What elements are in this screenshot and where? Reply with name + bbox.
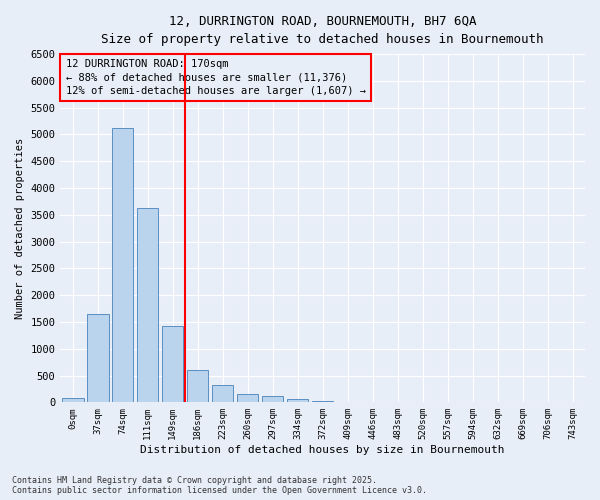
Bar bbox=[112, 128, 133, 402]
Bar bbox=[187, 370, 208, 402]
Y-axis label: Number of detached properties: Number of detached properties bbox=[15, 138, 25, 319]
Bar bbox=[262, 396, 283, 402]
Bar bbox=[237, 394, 259, 402]
Title: 12, DURRINGTON ROAD, BOURNEMOUTH, BH7 6QA
Size of property relative to detached : 12, DURRINGTON ROAD, BOURNEMOUTH, BH7 6Q… bbox=[101, 15, 544, 46]
Bar bbox=[87, 314, 109, 402]
Bar bbox=[287, 399, 308, 402]
Bar bbox=[137, 208, 158, 402]
Text: 12 DURRINGTON ROAD: 170sqm
← 88% of detached houses are smaller (11,376)
12% of : 12 DURRINGTON ROAD: 170sqm ← 88% of deta… bbox=[65, 60, 365, 96]
Bar bbox=[212, 385, 233, 402]
Bar bbox=[162, 326, 184, 402]
Bar bbox=[62, 398, 83, 402]
Bar bbox=[312, 400, 334, 402]
Text: Contains HM Land Registry data © Crown copyright and database right 2025.
Contai: Contains HM Land Registry data © Crown c… bbox=[12, 476, 427, 495]
X-axis label: Distribution of detached houses by size in Bournemouth: Distribution of detached houses by size … bbox=[140, 445, 505, 455]
